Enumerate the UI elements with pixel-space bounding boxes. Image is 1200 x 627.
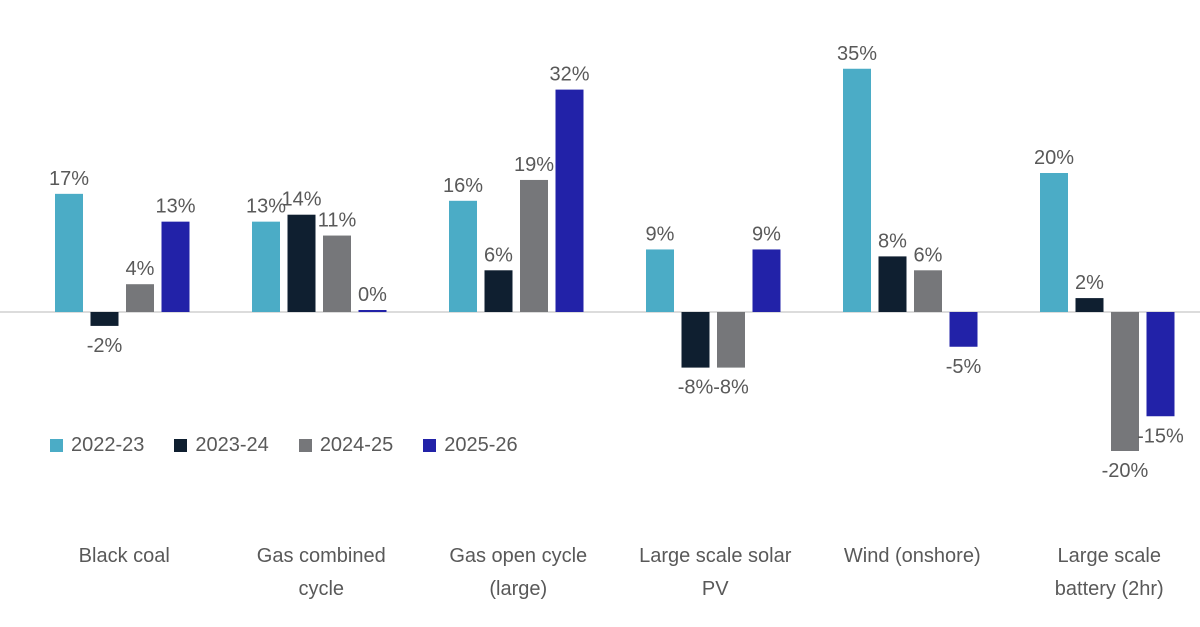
legend-label: 2025-26 xyxy=(444,434,518,456)
data-label: -15% xyxy=(1137,425,1184,447)
bar-2024-25-0 xyxy=(126,284,154,312)
data-label: 6% xyxy=(484,244,513,266)
bar-2023-24-5 xyxy=(1075,298,1104,312)
bar-2024-25-3 xyxy=(717,312,745,368)
bar-2025-26-4 xyxy=(949,312,978,347)
data-label: 19% xyxy=(514,154,554,176)
category-label: PV xyxy=(702,578,729,600)
data-label: 35% xyxy=(837,43,877,65)
legend-item: 2022-23 xyxy=(50,434,144,457)
category-label: (large) xyxy=(489,578,547,600)
bar-2025-26-1 xyxy=(358,310,387,312)
bar-2025-26-2 xyxy=(555,89,584,312)
data-label: -8% xyxy=(678,377,714,399)
data-label: 14% xyxy=(281,189,321,211)
data-label: 4% xyxy=(126,258,155,280)
legend-item: 2023-24 xyxy=(174,434,269,457)
bar-2023-24-0 xyxy=(90,312,119,326)
bar-2023-24-4 xyxy=(878,256,907,312)
data-label: 11% xyxy=(318,210,357,232)
data-label: 6% xyxy=(914,244,943,266)
category-label: battery (2hr) xyxy=(1055,578,1164,600)
category-label: Gas open cycle xyxy=(449,545,587,567)
bar-2023-24-3 xyxy=(681,312,710,368)
data-label: 9% xyxy=(752,223,781,245)
legend: 2022-23 2023-24 2024-25 2025-26 xyxy=(50,434,518,457)
data-label: 32% xyxy=(549,64,589,86)
bar-2022-23-0 xyxy=(55,193,83,312)
legend-item: 2025-26 xyxy=(423,434,518,457)
bar-2023-24-2 xyxy=(484,270,513,312)
data-label: 9% xyxy=(646,223,675,245)
data-label: 17% xyxy=(49,168,89,190)
data-label: 13% xyxy=(155,196,195,218)
category-label: Gas combined xyxy=(257,545,386,567)
category-label: Wind (onshore) xyxy=(844,545,981,567)
bar-2025-26-3 xyxy=(752,249,781,312)
bar-2024-25-1 xyxy=(323,235,351,312)
bar-2022-23-1 xyxy=(252,221,280,312)
bar-2024-25-2 xyxy=(520,179,548,312)
legend-swatch xyxy=(174,439,188,452)
category-label: cycle xyxy=(298,578,344,600)
bar-2025-26-0 xyxy=(161,221,190,312)
data-label: -8% xyxy=(713,377,749,399)
data-label: -2% xyxy=(87,335,123,357)
data-label: 2% xyxy=(1075,272,1104,294)
category-label: Large scale solar xyxy=(639,545,792,567)
bar-2023-24-1 xyxy=(287,214,316,312)
data-label: 8% xyxy=(878,230,907,252)
bar-2022-23-4 xyxy=(843,68,871,312)
bar-2022-23-3 xyxy=(646,249,674,312)
data-label: 0% xyxy=(358,284,387,306)
legend-swatch xyxy=(298,439,312,452)
bar-2024-25-4 xyxy=(914,270,942,312)
bar-2022-23-2 xyxy=(449,200,477,312)
data-label: 20% xyxy=(1034,147,1074,169)
bar-2024-25-5 xyxy=(1111,312,1139,451)
legend-item: 2024-25 xyxy=(298,434,394,457)
bar-2025-26-5 xyxy=(1146,312,1175,417)
legend-label: 2024-25 xyxy=(319,434,394,456)
data-label: 16% xyxy=(443,175,483,197)
category-label: Large scale xyxy=(1058,545,1161,567)
category-label: Black coal xyxy=(79,545,170,567)
legend-swatch xyxy=(423,439,437,452)
legend-label: 2022-23 xyxy=(71,434,145,456)
bar-2022-23-5 xyxy=(1040,173,1068,312)
data-label: -5% xyxy=(946,356,982,378)
data-label: -20% xyxy=(1102,460,1149,482)
legend-swatch xyxy=(50,439,63,452)
legend-label: 2023-24 xyxy=(195,434,269,456)
data-label: 13% xyxy=(246,196,286,218)
